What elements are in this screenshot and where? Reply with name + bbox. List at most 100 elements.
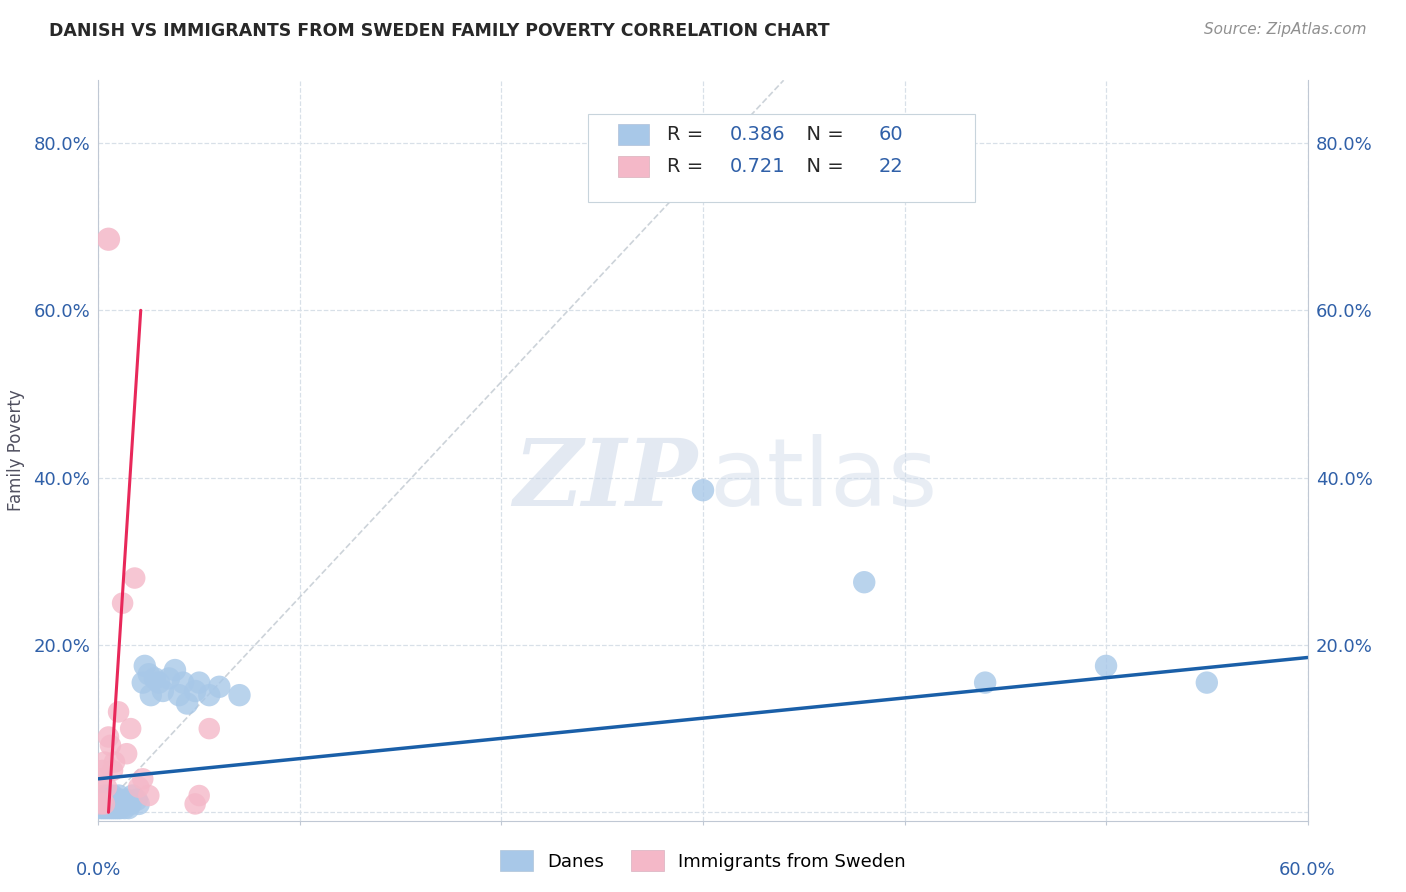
Point bbox=[128, 797, 150, 811]
Point bbox=[110, 793, 132, 807]
Point bbox=[91, 764, 114, 778]
Point bbox=[1095, 658, 1118, 673]
Point bbox=[121, 789, 143, 803]
Point bbox=[120, 797, 142, 811]
Point bbox=[853, 575, 876, 590]
Point bbox=[93, 797, 115, 811]
Y-axis label: Family Poverty: Family Poverty bbox=[7, 390, 25, 511]
Text: 60.0%: 60.0% bbox=[1279, 862, 1336, 880]
Point bbox=[100, 801, 122, 815]
Point bbox=[101, 797, 124, 811]
Point bbox=[93, 789, 115, 803]
FancyBboxPatch shape bbox=[619, 124, 648, 145]
Point bbox=[96, 801, 118, 815]
Text: ZIP: ZIP bbox=[513, 435, 697, 525]
Point bbox=[228, 688, 250, 702]
Point bbox=[974, 675, 997, 690]
Point bbox=[101, 801, 124, 815]
Point bbox=[111, 596, 134, 610]
Point bbox=[110, 801, 132, 815]
Point bbox=[115, 793, 138, 807]
Point bbox=[148, 675, 170, 690]
Text: atlas: atlas bbox=[709, 434, 938, 526]
Text: N =: N = bbox=[794, 125, 849, 144]
Point bbox=[134, 658, 156, 673]
Text: Source: ZipAtlas.com: Source: ZipAtlas.com bbox=[1204, 22, 1367, 37]
Text: DANISH VS IMMIGRANTS FROM SWEDEN FAMILY POVERTY CORRELATION CHART: DANISH VS IMMIGRANTS FROM SWEDEN FAMILY … bbox=[49, 22, 830, 40]
Point bbox=[100, 797, 122, 811]
Point bbox=[97, 730, 120, 744]
Point bbox=[96, 780, 118, 794]
Point bbox=[100, 739, 122, 753]
Point bbox=[163, 663, 186, 677]
FancyBboxPatch shape bbox=[619, 156, 648, 177]
Point bbox=[172, 675, 194, 690]
Point bbox=[105, 801, 128, 815]
Point bbox=[97, 232, 120, 246]
Text: N =: N = bbox=[794, 157, 849, 176]
Point bbox=[107, 797, 129, 811]
Text: 0.721: 0.721 bbox=[730, 157, 785, 176]
Text: R =: R = bbox=[666, 125, 709, 144]
Point bbox=[103, 755, 125, 769]
Point bbox=[128, 780, 150, 794]
Point bbox=[115, 747, 138, 761]
Point bbox=[89, 772, 111, 786]
Point bbox=[692, 483, 714, 498]
Text: 22: 22 bbox=[879, 157, 903, 176]
Point bbox=[97, 789, 120, 803]
Point bbox=[89, 801, 111, 815]
Point bbox=[111, 797, 134, 811]
Point bbox=[103, 793, 125, 807]
Point bbox=[114, 801, 136, 815]
Text: R =: R = bbox=[666, 157, 709, 176]
Point bbox=[101, 764, 124, 778]
Point bbox=[143, 672, 166, 686]
Point bbox=[91, 793, 114, 807]
Point bbox=[184, 684, 207, 698]
Point bbox=[107, 789, 129, 803]
Point bbox=[96, 797, 118, 811]
Point bbox=[107, 801, 129, 815]
Text: 60: 60 bbox=[879, 125, 903, 144]
Point bbox=[188, 675, 211, 690]
Point bbox=[97, 801, 120, 815]
Point bbox=[96, 793, 118, 807]
Point bbox=[188, 789, 211, 803]
Point bbox=[91, 801, 114, 815]
Text: 0.386: 0.386 bbox=[730, 125, 785, 144]
Point bbox=[138, 667, 160, 681]
Point bbox=[157, 672, 180, 686]
Point bbox=[198, 688, 221, 702]
Point bbox=[103, 801, 125, 815]
Point bbox=[91, 797, 114, 811]
Point bbox=[120, 722, 142, 736]
FancyBboxPatch shape bbox=[588, 113, 976, 202]
Point bbox=[101, 789, 124, 803]
Point bbox=[132, 772, 155, 786]
Point bbox=[208, 680, 231, 694]
Point bbox=[89, 797, 111, 811]
Point bbox=[184, 797, 207, 811]
Point bbox=[89, 797, 111, 811]
Point bbox=[198, 722, 221, 736]
Point bbox=[118, 801, 141, 815]
Point bbox=[103, 797, 125, 811]
Point bbox=[132, 675, 155, 690]
Point bbox=[93, 755, 115, 769]
Point bbox=[93, 797, 115, 811]
Legend: Danes, Immigrants from Sweden: Danes, Immigrants from Sweden bbox=[494, 843, 912, 879]
Point bbox=[1195, 675, 1218, 690]
Point bbox=[91, 793, 114, 807]
Point bbox=[100, 793, 122, 807]
Text: 0.0%: 0.0% bbox=[76, 862, 121, 880]
Point bbox=[124, 571, 146, 585]
Point bbox=[93, 801, 115, 815]
Point bbox=[139, 688, 162, 702]
Point bbox=[97, 797, 120, 811]
Point bbox=[167, 688, 190, 702]
Point bbox=[138, 789, 160, 803]
Point bbox=[107, 705, 129, 719]
Point bbox=[176, 697, 198, 711]
Point bbox=[152, 684, 174, 698]
